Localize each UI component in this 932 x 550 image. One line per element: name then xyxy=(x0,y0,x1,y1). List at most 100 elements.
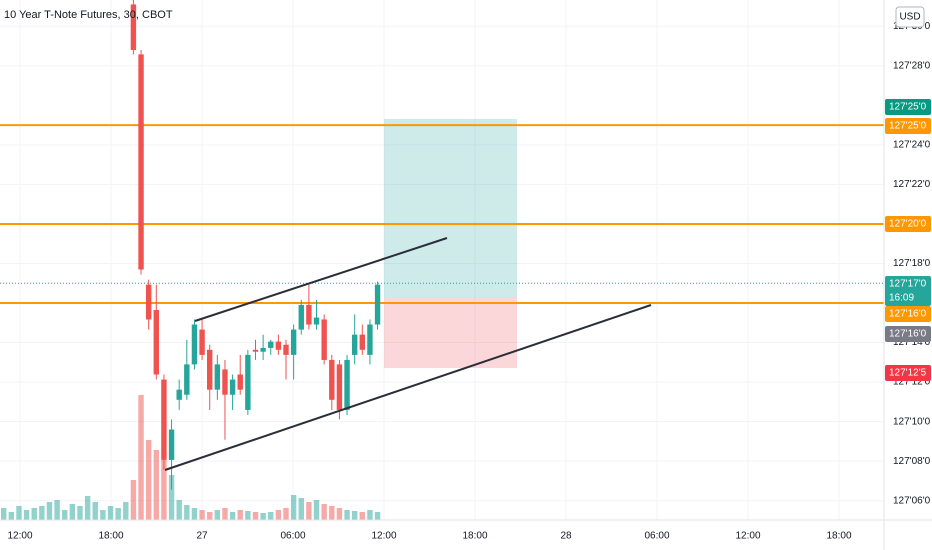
volume-bar xyxy=(268,512,274,520)
volume-bar xyxy=(252,512,259,520)
volume-bar xyxy=(199,510,205,520)
price-tag-label: 127'25'0 xyxy=(889,121,927,132)
price-tag xyxy=(885,118,931,134)
candle-body xyxy=(214,364,221,390)
volume-bar xyxy=(336,508,343,520)
price-tag xyxy=(885,326,931,342)
candle-body xyxy=(145,284,152,320)
volume-bar xyxy=(298,498,304,520)
candle-body xyxy=(176,389,182,400)
price-tag-label: 127'12'5 xyxy=(889,368,927,379)
volume-bar xyxy=(54,500,60,520)
candle-body xyxy=(351,334,358,355)
grid xyxy=(0,0,884,520)
candle-body xyxy=(252,349,259,352)
x-tick-label: 27 xyxy=(196,531,208,542)
x-tick-label: 18:00 xyxy=(826,531,851,542)
candle-body xyxy=(207,349,213,390)
candle-body xyxy=(275,341,282,350)
candle-body xyxy=(260,347,266,352)
candle-body xyxy=(313,317,320,325)
volume-bar xyxy=(168,475,175,520)
candle-layer xyxy=(130,0,381,490)
volume-bar xyxy=(245,511,251,520)
volume-bar xyxy=(123,502,129,520)
volume-bar xyxy=(46,502,53,520)
volume-bar xyxy=(8,512,15,520)
y-tick-label: 127'18'0 xyxy=(893,258,931,269)
price-tag-label: 127'25'0 xyxy=(889,102,927,113)
candle-body xyxy=(153,309,159,375)
volume-bar xyxy=(130,480,137,520)
candle-body xyxy=(191,324,198,365)
volume-bar xyxy=(260,513,266,520)
volume-bar xyxy=(100,510,106,520)
y-tick-label: 127'06'0 xyxy=(893,495,931,506)
volume-bar xyxy=(77,506,83,520)
candle-body xyxy=(329,359,335,400)
volume-bar xyxy=(207,512,213,520)
profit-zone xyxy=(384,119,517,297)
y-tick-label: 127'28'0 xyxy=(893,60,931,71)
volume-bar xyxy=(23,510,30,520)
volume-bar xyxy=(107,506,114,520)
volume-bar xyxy=(367,510,373,520)
candle-body xyxy=(161,379,167,460)
y-tick-label: 127'14'0 xyxy=(893,337,931,348)
volume-bar xyxy=(176,500,182,520)
volume-bar xyxy=(153,450,159,520)
chart-title: 10 Year T-Note Futures, 30, CBOT xyxy=(4,9,173,21)
volume-bar xyxy=(191,508,198,520)
x-tick-label: 12:00 xyxy=(7,531,32,542)
candle-body xyxy=(138,54,144,270)
candle-body xyxy=(336,364,343,410)
volume-bar xyxy=(329,506,335,520)
candle-body xyxy=(268,341,274,348)
x-tick-label: 06:00 xyxy=(644,531,669,542)
volume-bar xyxy=(16,506,22,520)
volume-bar xyxy=(290,495,297,520)
price-tag-label: 127'16'0 xyxy=(889,329,927,340)
x-tick-label: 18:00 xyxy=(98,531,123,542)
trend-line-lower xyxy=(164,304,652,471)
countdown-label: 16:09 xyxy=(889,293,914,304)
candle-body xyxy=(130,4,137,50)
price-tag xyxy=(885,216,931,232)
currency-label[interactable]: USD xyxy=(899,12,920,23)
price-tag xyxy=(885,365,931,381)
y-tick-label: 127'12'0 xyxy=(893,377,931,388)
volume-bar xyxy=(351,511,358,520)
price-tag-label: 127'20'0 xyxy=(889,219,927,230)
currency-button[interactable] xyxy=(895,6,925,28)
candle-body xyxy=(290,329,297,355)
candle-body xyxy=(237,374,243,390)
volume-bar xyxy=(237,510,243,520)
candle-body xyxy=(321,319,327,360)
volume-bar xyxy=(374,512,381,520)
x-tick-label: 18:00 xyxy=(462,531,487,542)
time-axis: 12:00 18:00 27 06:00 12:00 18:00 28 06:00 12:00 1… xyxy=(7,531,851,542)
x-tick-label: 12:00 xyxy=(371,531,396,542)
price-tags: 127'25'0 127'25'0 127'20'0 127'17'0 16:09 127… xyxy=(885,99,931,381)
y-tick-label: 127'22'0 xyxy=(893,179,931,190)
candle-body xyxy=(306,304,312,325)
y-tick-label: 127'08'0 xyxy=(893,456,931,467)
candle-body xyxy=(229,379,236,395)
volume-bar xyxy=(214,510,221,520)
x-tick-label: 12:00 xyxy=(735,531,760,542)
volume-bar xyxy=(275,510,282,520)
candle-body xyxy=(245,354,251,410)
volume-bar xyxy=(184,505,190,520)
candle-body xyxy=(298,304,304,330)
price-tag-label: 127'16'0 xyxy=(889,309,927,320)
candle-body xyxy=(168,429,175,460)
volume-bar xyxy=(145,440,152,520)
volume-bar xyxy=(229,512,236,520)
x-tick-label: 06:00 xyxy=(280,531,305,542)
volume-bar xyxy=(313,500,320,520)
volume-bar xyxy=(222,508,228,520)
volume-bar xyxy=(62,510,68,520)
candle-body xyxy=(374,284,381,325)
y-tick-label: 127'10'0 xyxy=(893,416,931,427)
candle-body xyxy=(367,324,373,355)
